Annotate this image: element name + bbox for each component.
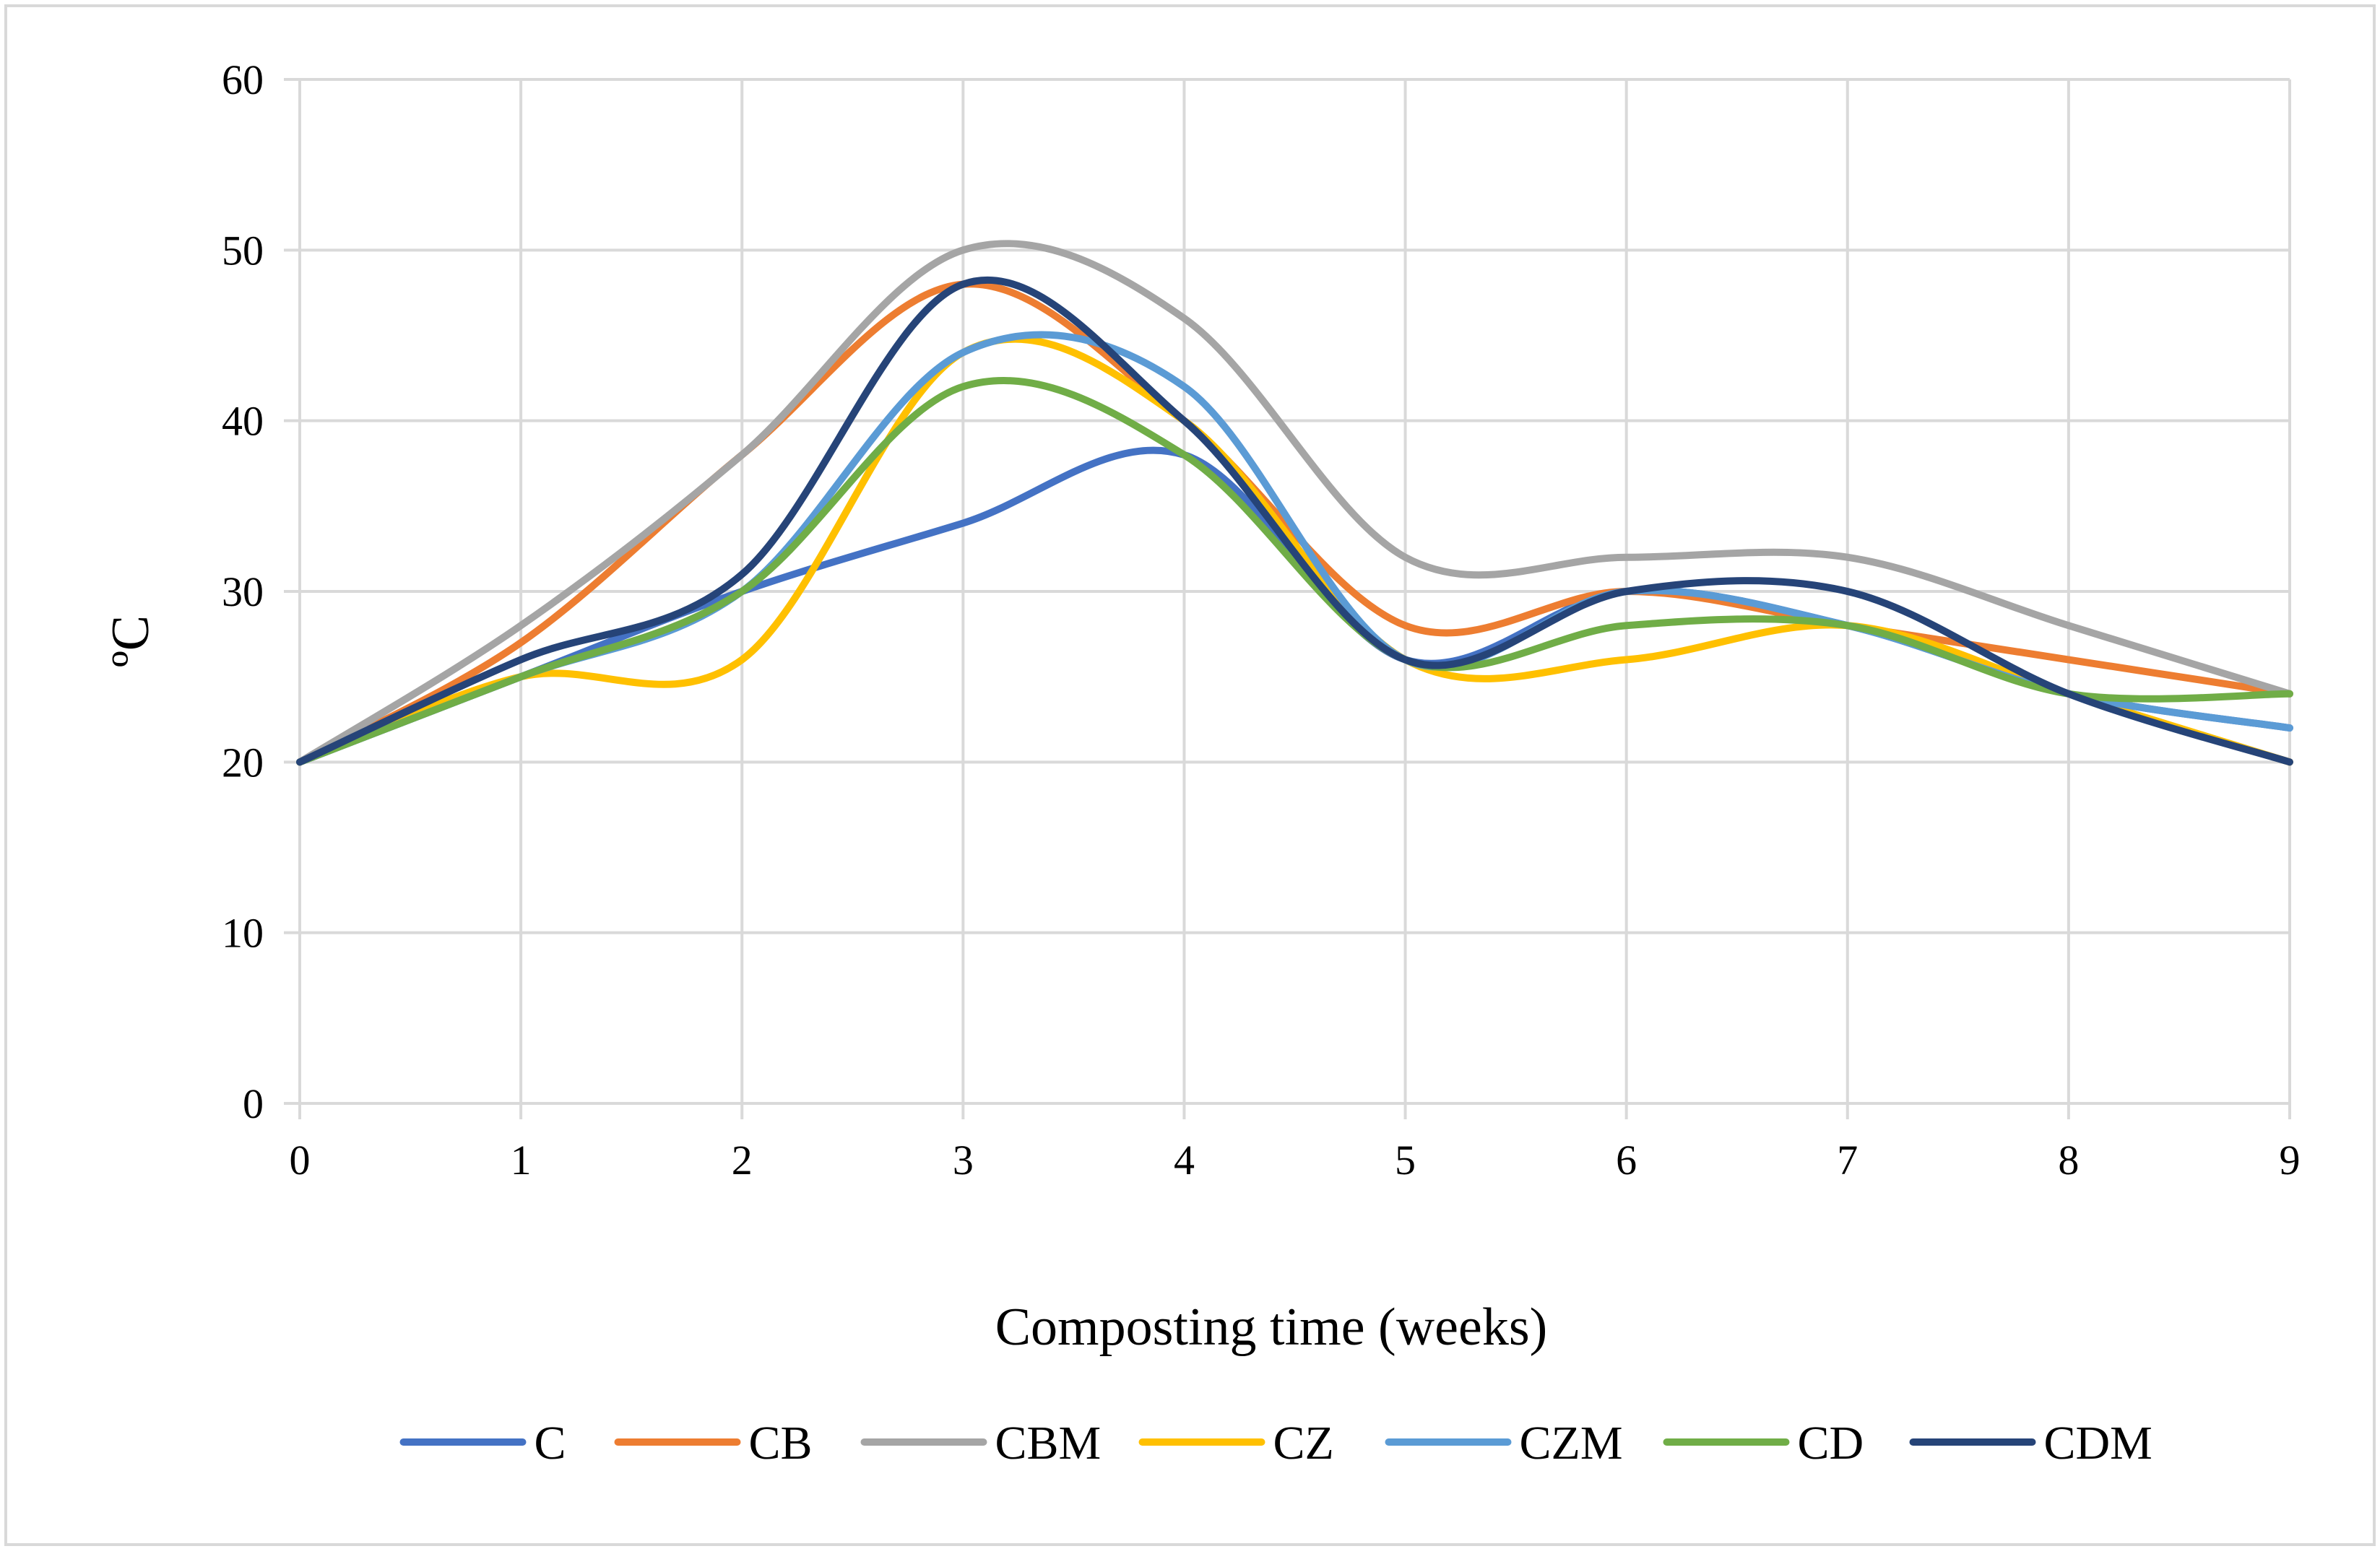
y-tick-label: 10 <box>222 910 264 957</box>
legend: C CB CBM CZ CZM CD CDM <box>399 1417 2152 1470</box>
legend-label: C <box>535 1417 566 1470</box>
x-tick-label: 3 <box>953 1137 974 1184</box>
x-tick-label: 0 <box>290 1137 311 1184</box>
x-tick-label: 5 <box>1395 1137 1416 1184</box>
legend-label: CDM <box>2044 1417 2152 1470</box>
legend-item-c: C <box>399 1417 566 1470</box>
y-tick-label: 50 <box>222 227 264 274</box>
legend-label: CB <box>749 1417 813 1470</box>
x-tick-label: 2 <box>732 1137 753 1184</box>
series-line-cbm <box>296 240 2293 766</box>
axes <box>284 78 2291 1119</box>
y-tick-label: 30 <box>222 568 264 615</box>
legend-label: CBM <box>995 1417 1102 1470</box>
legend-label: CZM <box>1520 1417 1623 1470</box>
legend-item-cdm: CDM <box>1909 1417 2152 1470</box>
series-line-cd <box>296 377 2293 766</box>
y-tick-label: 40 <box>222 398 264 445</box>
legend-item-czm: CZM <box>1385 1417 1623 1470</box>
legend-label: CZ <box>1273 1417 1334 1470</box>
y-tick-label: 60 <box>222 56 264 103</box>
y-tick-label: 20 <box>222 739 264 786</box>
x-axis-title: Composting time (weeks) <box>995 1298 1548 1357</box>
tick-labels: 0 10 20 30 40 50 60 0 1 2 3 4 5 6 7 8 9 <box>222 56 2301 1184</box>
legend-item-cbm: CBM <box>860 1417 1102 1470</box>
x-tick-label: 4 <box>1174 1137 1195 1184</box>
x-tick-label: 9 <box>2280 1137 2301 1184</box>
x-tick-label: 1 <box>511 1137 532 1184</box>
x-tick-label: 6 <box>1616 1137 1637 1184</box>
legend-item-cz: CZ <box>1138 1417 1334 1470</box>
legend-item-cb: CB <box>614 1417 813 1470</box>
legend-label: CD <box>1798 1417 1864 1470</box>
series-line-cdm <box>296 276 2293 766</box>
x-tick-label: 8 <box>2058 1137 2079 1184</box>
chart-border <box>4 4 2376 1546</box>
series-lines <box>296 240 2293 766</box>
x-tick-label: 7 <box>1837 1137 1858 1184</box>
series-line-cz <box>296 335 2293 766</box>
legend-item-cd: CD <box>1663 1417 1864 1470</box>
y-tick-label: 0 <box>243 1080 264 1127</box>
y-axis-title: ºC <box>101 615 160 667</box>
